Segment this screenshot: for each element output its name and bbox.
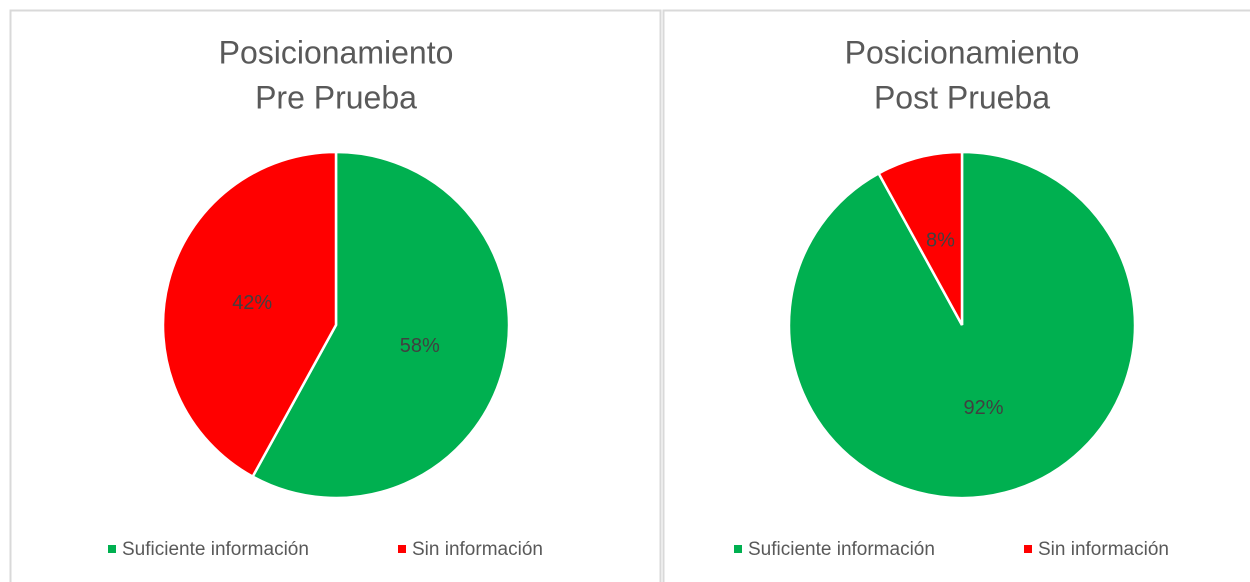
legend-marker [108,545,116,553]
chart-title: Pre Prueba [255,79,417,115]
data-label: 58% [400,335,440,357]
data-label: 42% [232,292,272,314]
legend-marker [1024,545,1032,553]
pie-slice [161,150,338,479]
pie-slice [876,150,964,326]
data-label: 92% [963,397,1003,419]
legend-marker [734,545,742,553]
data-label: 8% [926,229,955,251]
legend-label: Suficiente información [748,539,935,560]
chart-title: Posicionamiento [219,34,454,70]
pie-slice [250,150,511,500]
legend-marker [398,545,406,553]
panel-border [9,9,662,582]
chart-title: Post Prueba [874,79,1050,115]
legend-label: Sin información [1038,539,1169,560]
legend-label: Suficiente información [122,539,309,560]
legend-label: Sin información [412,539,543,560]
panel-border [662,9,1250,582]
chart-title: Posicionamiento [845,34,1080,70]
